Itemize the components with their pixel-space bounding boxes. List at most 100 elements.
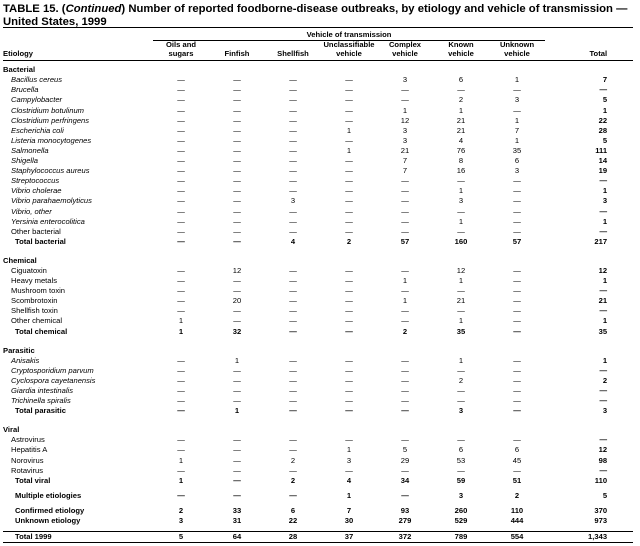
cell: 35 <box>598 326 608 336</box>
cell: — <box>289 176 297 186</box>
cell: — <box>345 355 353 365</box>
cell: — <box>457 226 465 236</box>
column-header: Etiology <box>3 40 153 62</box>
cell: 33 <box>232 505 242 515</box>
row-label: Astrovirus <box>11 435 45 445</box>
cell: — <box>233 396 241 406</box>
cell: — <box>345 465 353 475</box>
cell: — <box>289 406 297 416</box>
cell: — <box>177 135 185 145</box>
row-label: Giardia intestinalis <box>11 386 74 395</box>
cell: — <box>289 135 297 145</box>
cell: 4 <box>290 236 296 246</box>
cell: — <box>233 145 241 155</box>
row-label: Other bacterial <box>11 226 61 236</box>
cell: — <box>345 176 353 186</box>
cell: — <box>233 475 241 485</box>
cell: 30 <box>344 516 354 526</box>
row-label: Clostridium perfringens <box>11 115 90 125</box>
cell: 3 <box>514 95 520 105</box>
cell: — <box>599 435 608 445</box>
row-label: Staphylococcus aureus <box>11 166 90 176</box>
cell: — <box>233 236 241 246</box>
row-label: Norovirus <box>11 455 44 465</box>
cell: 444 <box>510 516 524 526</box>
cell: 31 <box>232 516 242 526</box>
column-header: Complex vehicle <box>377 40 433 62</box>
title-text: ) Number of reported foodborne-disease o… <box>3 3 628 28</box>
total-row: Total bacterial — — 4 2 57 160 57 217 <box>3 237 633 247</box>
header-row: Etiology Oils and sugars Finfish Shellfish U… <box>3 40 634 62</box>
section-row: Parasitic <box>3 342 633 356</box>
header-blank <box>545 27 634 41</box>
cell: — <box>401 186 409 196</box>
data-row: Ciguatoxin — 12 — — — 12 — 12 <box>3 266 633 276</box>
cell: — <box>233 95 241 105</box>
total-row: Unknown etiology 3 31 22 30 279 529 444 973 <box>3 516 633 526</box>
cell: 6 <box>514 156 520 166</box>
title-continued: Continued <box>65 3 122 15</box>
cell: — <box>233 286 241 296</box>
row-label: Vibrio, other <box>11 206 52 216</box>
cell: — <box>289 166 297 176</box>
cell: — <box>177 186 185 196</box>
cell: — <box>345 226 353 236</box>
cell: — <box>177 145 185 155</box>
row-label: Bacillus cereus <box>11 75 63 85</box>
cell: — <box>401 406 409 416</box>
cell: — <box>401 465 409 475</box>
cell: 4 <box>458 135 464 145</box>
cell: 372 <box>377 531 433 544</box>
cell: — <box>513 435 521 445</box>
cell: — <box>177 156 185 166</box>
row-label: Mushroom toxin <box>11 286 66 296</box>
cell: — <box>233 166 241 176</box>
cell: — <box>289 435 297 445</box>
cell: — <box>513 216 521 226</box>
cell: — <box>289 265 297 275</box>
row-label: Escherichia coli <box>11 125 64 135</box>
cell: — <box>345 435 353 445</box>
cell: 28 <box>265 531 321 544</box>
cell: — <box>345 386 353 395</box>
cell: 110 <box>594 475 608 485</box>
cell: — <box>289 306 297 316</box>
data-row: Clostridium botulinum — — — — 1 1 — 1 <box>3 106 633 116</box>
data-row: Listeria monocytogenes — — — — 3 4 1 5 <box>3 136 633 146</box>
cell: 1 <box>346 445 352 455</box>
cell: — <box>177 286 185 296</box>
cell: — <box>513 316 521 326</box>
cell: — <box>289 75 297 85</box>
cell: — <box>401 226 409 236</box>
row-label: Campylobacter <box>11 95 63 105</box>
cell: — <box>599 396 608 406</box>
cell: — <box>513 196 521 206</box>
cell: 19 <box>598 166 608 176</box>
cell: — <box>345 316 353 326</box>
cell: — <box>177 115 185 125</box>
cell: 7 <box>514 125 520 135</box>
cell: — <box>289 396 297 406</box>
cell: — <box>177 276 185 286</box>
cell: 6 <box>458 445 464 455</box>
total-row: Multiple etiologies — — — 1 — 3 2 5 <box>3 491 633 501</box>
cell: — <box>599 306 608 316</box>
cell: — <box>513 355 521 365</box>
cell: — <box>289 186 297 196</box>
cell: — <box>599 465 608 475</box>
section-label: Bacterial <box>3 65 36 75</box>
cell: — <box>233 125 241 135</box>
cell: — <box>401 386 409 395</box>
cell: 76 <box>456 145 466 155</box>
cell: — <box>457 435 465 445</box>
cell: 160 <box>454 236 468 246</box>
row-label: Total parasitic <box>15 406 66 416</box>
cell: 22 <box>598 115 608 125</box>
cell: — <box>513 186 521 196</box>
cell: — <box>513 375 521 385</box>
cell: — <box>401 316 409 326</box>
cell: — <box>513 326 521 336</box>
cell: — <box>289 105 297 115</box>
cell: — <box>345 406 353 416</box>
